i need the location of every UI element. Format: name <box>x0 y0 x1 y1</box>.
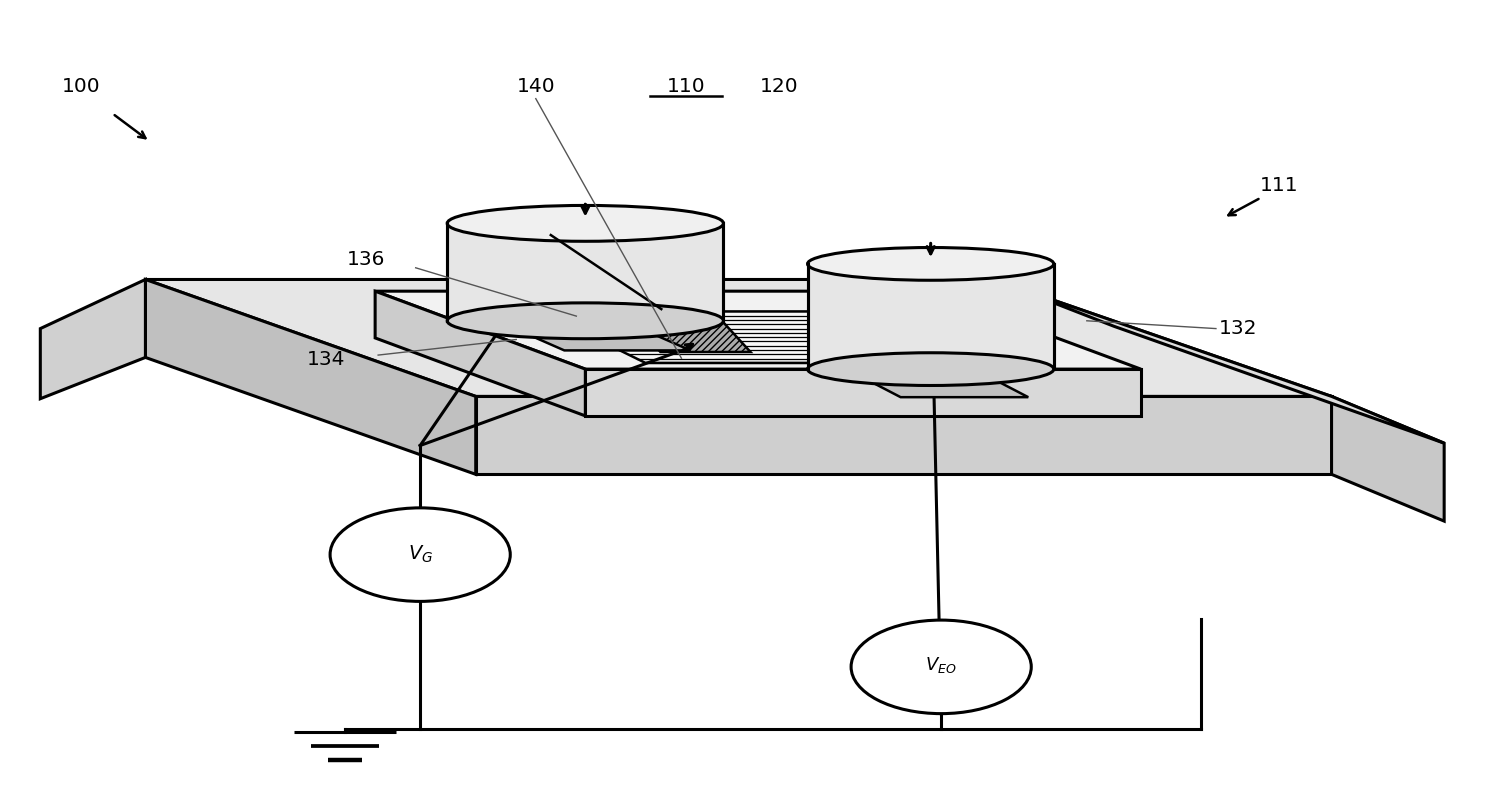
Text: 100: 100 <box>62 78 99 97</box>
Polygon shape <box>808 264 1053 369</box>
Text: 111: 111 <box>1260 177 1299 195</box>
Circle shape <box>330 508 511 601</box>
Polygon shape <box>993 279 1444 444</box>
Text: 120: 120 <box>760 78 799 97</box>
Polygon shape <box>375 291 585 416</box>
Polygon shape <box>41 279 145 399</box>
Polygon shape <box>585 369 1141 416</box>
Text: 132: 132 <box>1219 319 1257 338</box>
Circle shape <box>851 620 1031 714</box>
Text: 110: 110 <box>666 78 705 97</box>
Text: 134: 134 <box>306 350 345 369</box>
Polygon shape <box>526 334 690 350</box>
Polygon shape <box>145 279 476 474</box>
Text: $V_G$: $V_G$ <box>407 544 433 565</box>
Ellipse shape <box>808 247 1053 280</box>
Polygon shape <box>630 319 750 352</box>
Ellipse shape <box>808 352 1053 385</box>
Polygon shape <box>1332 396 1444 521</box>
Ellipse shape <box>448 303 723 338</box>
Text: $V_{EO}$: $V_{EO}$ <box>925 655 957 674</box>
Polygon shape <box>541 312 922 363</box>
Polygon shape <box>145 279 1332 396</box>
Polygon shape <box>375 291 1141 369</box>
Ellipse shape <box>448 206 723 241</box>
Polygon shape <box>448 224 723 321</box>
Polygon shape <box>476 396 1332 474</box>
Polygon shape <box>871 382 1028 397</box>
Text: 140: 140 <box>517 78 555 97</box>
Text: 136: 136 <box>347 250 386 269</box>
